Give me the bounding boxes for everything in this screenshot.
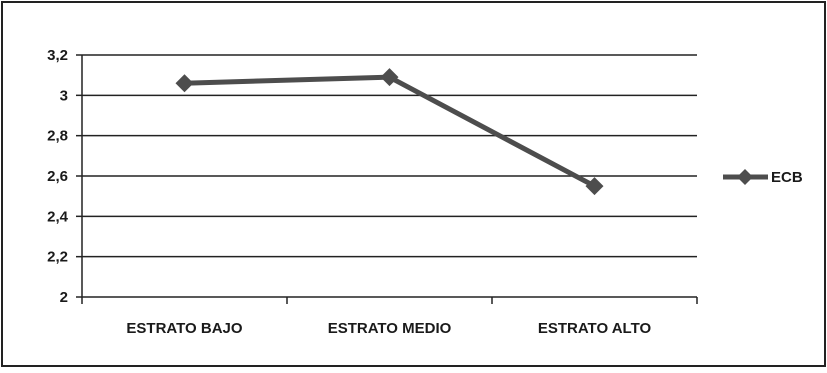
y-tick-label: 2,2 bbox=[47, 249, 68, 266]
data-point-marker bbox=[175, 74, 194, 93]
axes bbox=[81, 55, 698, 304]
series-markers bbox=[175, 68, 604, 196]
legend: ECB bbox=[723, 169, 803, 186]
y-tick-labels: 2 2,2 2,4 2,6 2,8 3 3,2 bbox=[47, 47, 69, 306]
x-tick-labels: ESTRATO BAJO ESTRATO MEDIO ESTRATO ALTO bbox=[126, 320, 651, 337]
gridlines bbox=[76, 54, 697, 298]
data-point-marker bbox=[585, 177, 604, 196]
x-tick-label: ESTRATO MEDIO bbox=[328, 320, 452, 337]
chart-border bbox=[1, 1, 826, 367]
y-tick-label: 2,8 bbox=[47, 128, 68, 145]
legend-marker-diamond bbox=[737, 169, 753, 185]
y-tick-label: 3 bbox=[60, 87, 68, 104]
y-tick-label: 2,4 bbox=[47, 208, 69, 225]
y-tick-label: 2 bbox=[60, 289, 68, 306]
legend-label-ecb: ECB bbox=[771, 169, 803, 186]
y-tick-label: 3,2 bbox=[47, 47, 68, 64]
y-tick-label: 2,6 bbox=[47, 168, 68, 185]
x-tick-label: ESTRATO ALTO bbox=[538, 320, 652, 337]
x-tick-label: ESTRATO BAJO bbox=[126, 320, 242, 337]
data-point-marker bbox=[380, 68, 399, 87]
